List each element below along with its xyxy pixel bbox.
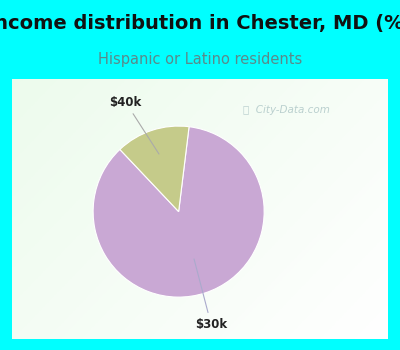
Text: $30k: $30k <box>194 259 227 331</box>
Wedge shape <box>93 127 264 297</box>
Wedge shape <box>120 126 189 212</box>
Text: Income distribution in Chester, MD (%): Income distribution in Chester, MD (%) <box>0 14 400 33</box>
Text: ⓘ  City-Data.com: ⓘ City-Data.com <box>243 105 330 115</box>
Text: Hispanic or Latino residents: Hispanic or Latino residents <box>98 51 302 66</box>
Text: $40k: $40k <box>110 96 159 154</box>
